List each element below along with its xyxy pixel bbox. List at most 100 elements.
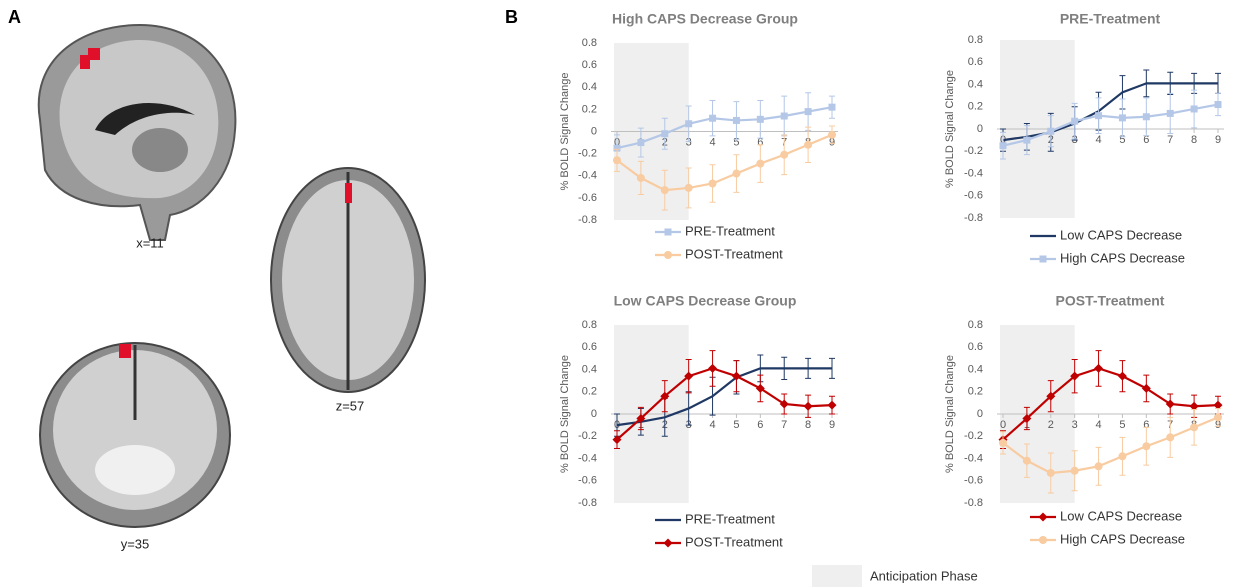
marker (1095, 462, 1103, 470)
marker (1143, 113, 1150, 120)
y-tick-label: -0.8 (964, 497, 983, 509)
y-tick-label: 0.6 (968, 56, 983, 68)
marker (1215, 101, 1222, 108)
x-tick-label: 4 (709, 136, 715, 148)
marker (1190, 423, 1198, 431)
marker (1142, 442, 1150, 450)
y-tick-label: 0 (591, 408, 597, 420)
brain-coronal (40, 343, 230, 527)
y-tick-label: -0.2 (578, 430, 597, 442)
legend-marker (664, 251, 672, 259)
chart-title: PRE-Treatment (1060, 11, 1161, 27)
legend-marker (664, 539, 673, 548)
marker (613, 156, 621, 164)
marker (805, 108, 812, 115)
y-axis-label: % BOLD Signal Change (559, 355, 571, 473)
marker (1167, 110, 1174, 117)
legend-label: POST-Treatment (685, 246, 783, 261)
y-axis-label: % BOLD Signal Change (944, 70, 956, 188)
x-tick-label: 4 (1095, 134, 1101, 146)
legend-label: Anticipation Phase (870, 568, 978, 583)
x-tick-label: 5 (1119, 419, 1125, 431)
chart-title: High CAPS Decrease Group (612, 11, 798, 27)
marker (661, 186, 669, 194)
legend-label: High CAPS Decrease (1060, 250, 1185, 265)
marker (828, 401, 837, 410)
y-tick-label: 0 (977, 123, 983, 135)
legend-label: High CAPS Decrease (1060, 531, 1185, 546)
y-tick-label: 0.4 (582, 363, 597, 375)
marker (709, 179, 717, 187)
y-tick-label: 0.2 (968, 386, 983, 398)
marker (1095, 112, 1102, 119)
marker (661, 130, 668, 137)
x-tick-label: 9 (829, 419, 835, 431)
marker (1071, 118, 1078, 125)
x-tick-label: 8 (805, 419, 811, 431)
marker (1047, 128, 1054, 135)
y-tick-label: -0.8 (578, 497, 597, 509)
marker (999, 439, 1007, 447)
y-tick-label: -0.2 (964, 145, 983, 157)
y-axis-label: % BOLD Signal Change (944, 355, 956, 473)
y-tick-label: 0.6 (968, 341, 983, 353)
y-tick-label: -0.6 (964, 190, 983, 202)
y-tick-label: -0.2 (578, 148, 597, 160)
figure: A B x=11 z=57 y=35 Anticipation Phase Hi… (0, 0, 1244, 587)
marker (1191, 105, 1198, 112)
marker (1000, 142, 1007, 149)
x-tick-label: 4 (1095, 419, 1101, 431)
slice-label: z=57 (336, 398, 365, 413)
y-tick-label: 0.4 (582, 81, 597, 93)
x-tick-label: 8 (1191, 134, 1197, 146)
y-tick-label: 0.8 (582, 319, 597, 331)
marker (804, 402, 813, 411)
y-tick-label: 0.2 (582, 386, 597, 398)
marker (828, 131, 836, 139)
legend-marker (1039, 536, 1047, 544)
marker (1214, 413, 1222, 421)
y-tick-label: 0.8 (582, 37, 597, 49)
marker (709, 115, 716, 122)
y-tick-label: 0.4 (968, 363, 983, 375)
panel-label: B (505, 7, 518, 27)
x-tick-label: 4 (709, 419, 715, 431)
x-tick-label: 9 (1215, 134, 1221, 146)
panel-label: A (8, 7, 21, 27)
marker (780, 151, 788, 159)
marker (1047, 469, 1055, 477)
marker (637, 139, 644, 146)
marker (1023, 137, 1030, 144)
legend-swatch (812, 565, 862, 587)
y-tick-label: 0.8 (968, 319, 983, 331)
y-tick-label: 0.2 (968, 101, 983, 113)
legend-label: PRE-Treatment (685, 223, 775, 238)
y-tick-label: -0.6 (578, 475, 597, 487)
chart-title: Low CAPS Decrease Group (614, 293, 797, 309)
marker (1071, 467, 1079, 475)
marker (1118, 372, 1127, 381)
x-tick-label: 3 (1072, 419, 1078, 431)
slice-label: y=35 (121, 536, 150, 551)
marker (1118, 452, 1126, 460)
marker (1023, 457, 1031, 465)
y-tick-label: 0.8 (968, 34, 983, 46)
y-tick-label: -0.4 (578, 452, 597, 464)
legend-label: Low CAPS Decrease (1060, 508, 1182, 523)
marker (685, 120, 692, 127)
marker (1094, 364, 1103, 373)
x-tick-label: 7 (1167, 134, 1173, 146)
marker (756, 160, 764, 168)
marker (1119, 114, 1126, 121)
legend-marker (665, 229, 672, 236)
y-tick-label: 0.6 (582, 341, 597, 353)
marker (732, 170, 740, 178)
x-tick-label: 5 (733, 419, 739, 431)
y-tick-label: -0.8 (578, 214, 597, 226)
brain-axial (271, 168, 425, 392)
marker (757, 116, 764, 123)
legend-marker (1040, 256, 1047, 263)
x-tick-label: 6 (757, 419, 763, 431)
y-tick-label: 0.4 (968, 78, 983, 90)
marker (781, 113, 788, 120)
